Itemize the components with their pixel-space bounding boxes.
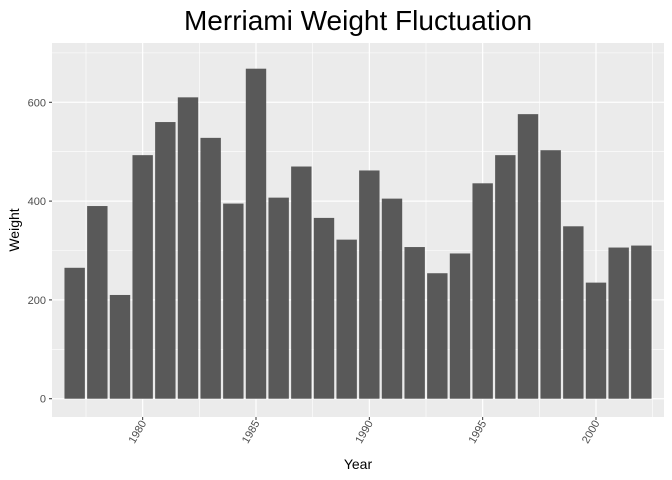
- y-tick-label: 0: [40, 394, 46, 406]
- bar-1977: [64, 267, 85, 399]
- bar-1987: [291, 166, 312, 399]
- chart-title: Merriami Weight Fluctuation: [184, 5, 532, 36]
- y-tick-label: 600: [28, 97, 46, 109]
- y-tick-label: 400: [28, 196, 46, 208]
- bar-1982: [177, 97, 199, 399]
- bar-1988: [313, 217, 335, 399]
- bar-1981: [155, 122, 176, 399]
- x-tick-label: 1985: [240, 419, 263, 446]
- bar-1994: [449, 253, 471, 399]
- x-tick-label: 1995: [467, 419, 490, 446]
- bar-1993: [427, 273, 448, 399]
- bar-1996: [495, 155, 516, 399]
- bar-1979: [109, 294, 131, 399]
- bar-1978: [87, 206, 108, 399]
- bar-1999: [563, 226, 584, 399]
- x-tick-label: 1990: [353, 419, 376, 446]
- y-axis: 0 200 400 600: [28, 97, 52, 406]
- bar-1998: [540, 150, 561, 399]
- bar-2002: [631, 245, 652, 399]
- x-tick-label: 1980: [127, 419, 150, 446]
- x-tick-label: 2000: [580, 419, 603, 446]
- plot-panel: [52, 43, 664, 417]
- bar-1989: [336, 239, 357, 399]
- bar-1983: [200, 137, 221, 399]
- bar-1990: [359, 170, 380, 399]
- bar-2000: [585, 282, 607, 399]
- x-axis-label: Year: [344, 456, 373, 472]
- bar-1995: [472, 183, 493, 399]
- bar-2001: [608, 247, 629, 399]
- y-axis-label: Weight: [6, 208, 22, 251]
- bar-1980: [132, 155, 153, 399]
- bar-1985: [245, 68, 267, 399]
- minor-gridlines: [52, 43, 664, 417]
- x-axis: 1980 1985 1990 1995 2000: [127, 417, 603, 446]
- bar-1986: [268, 197, 289, 399]
- bar-1992: [404, 247, 425, 399]
- bar-1991: [381, 198, 403, 399]
- bar-1997: [517, 114, 539, 399]
- y-tick-label: 200: [28, 295, 46, 307]
- bars: [64, 68, 652, 399]
- bar-1984: [223, 203, 244, 399]
